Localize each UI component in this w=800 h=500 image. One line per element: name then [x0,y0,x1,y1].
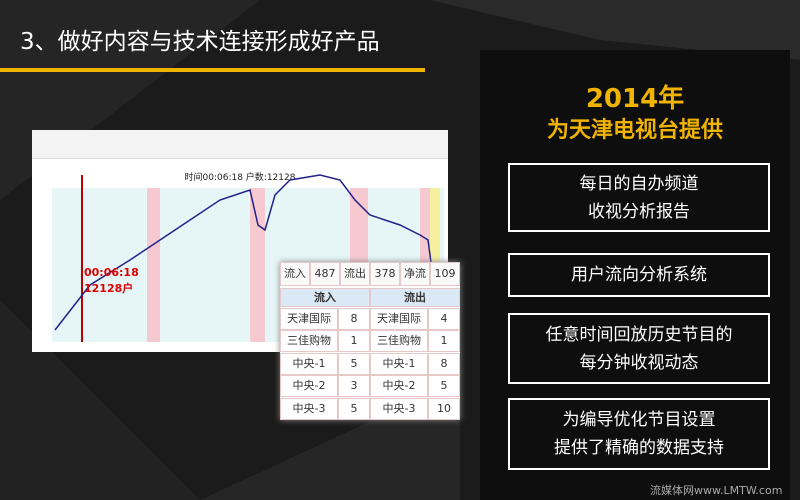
panel-subtitle: 为天津电视台提供 [546,118,723,143]
table-cell: 三佳购物 [280,330,338,353]
table-cell: 10 [428,397,460,420]
panel-year: 2014年 [585,84,685,114]
feature-text: 提供了精确的数据支持 [554,438,724,458]
table-cell: 中央-2 [280,375,338,398]
feature-box: 每日的自办频道 收视分析报告 [508,163,770,232]
summary-cell: 487 [310,262,340,286]
summary-cell: 流入 [280,262,310,286]
table-cell: 5 [338,352,370,375]
table-cell: 8 [428,352,460,375]
table-header: 流出 [370,288,460,307]
feature-text: 为编导优化节目设置 [562,410,716,430]
feature-box: 任意时间回放历史节目的 每分钟收视动态 [508,313,770,384]
table-cell: 5 [338,397,370,420]
summary-cell: 流出 [340,262,370,286]
feature-text: 收视分析报告 [588,201,690,222]
table-cell: 3 [338,375,370,398]
summary-cell: 净流入 [400,262,430,302]
feature-text: 用户流向分析系统 [571,265,707,285]
feature-box: 为编导优化节目设置 提供了精确的数据支持 [508,398,770,470]
table-cell: 4 [428,308,460,330]
table-cell: 5 [428,375,460,398]
table-cell: 中央-2 [370,375,428,398]
table-cell: 天津国际 [370,308,428,330]
table-header: 流入 [280,288,370,307]
status-text: 时间00:06:18 户数:12128 [184,173,296,183]
feature-text: 任意时间回放历史节目的 [545,324,733,345]
flow-table: 流入487流出378净流入109流入流出天津国际8天津国际4三佳购物1三佳购物1… [280,262,460,420]
feature-box: 用户流向分析系统 [508,253,770,297]
toolbar [32,130,448,159]
watermark: 流媒体网www.LMTW.com [650,484,783,497]
table-cell: 天津国际 [280,308,338,330]
table-cell: 中央-1 [280,352,338,375]
table-cell: 三佳购物 [370,330,428,353]
slide-title: 3、做好内容与技术连接形成好产品 [20,29,380,55]
marker-time: 00:06:18 [84,266,139,279]
table-cell: 中央-1 [370,352,428,375]
feature-text: 每分钟收视动态 [579,352,699,373]
table-cell: 1 [338,330,370,353]
marker-count: 12128户 [84,282,134,295]
summary-cell: 378 [370,262,400,286]
feature-text: 每日的自办频道 [579,173,699,194]
table-cell: 8 [338,308,370,330]
summary-cell: 109 [430,262,460,286]
table-cell: 中央-3 [280,397,338,420]
table-cell: 中央-3 [370,397,428,420]
table-cell: 1 [428,330,460,353]
